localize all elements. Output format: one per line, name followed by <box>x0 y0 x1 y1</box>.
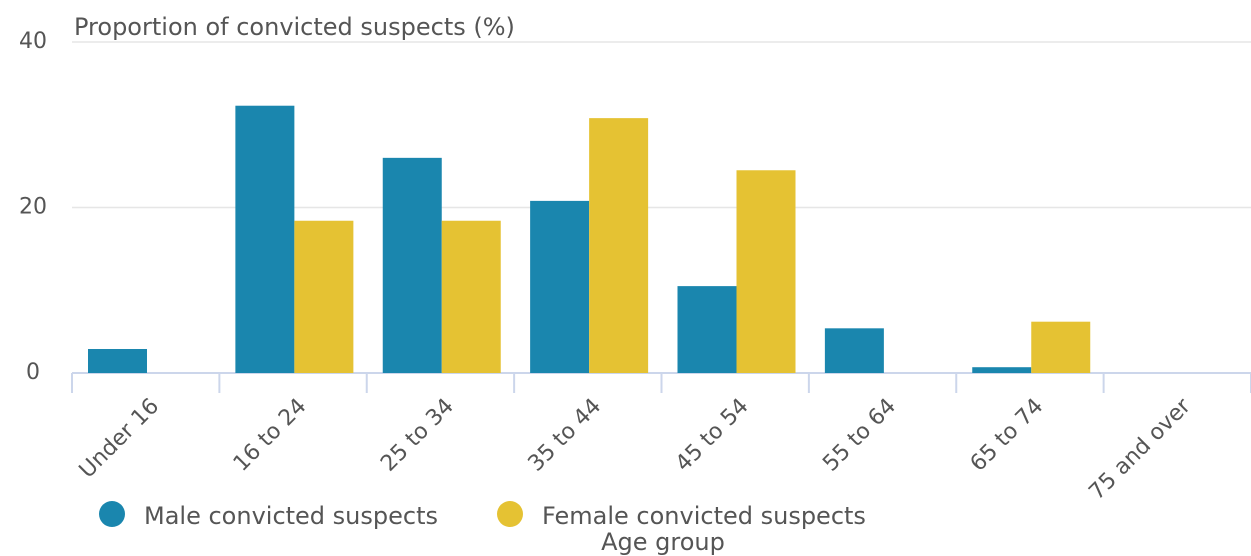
x-tick-label: 75 and over <box>1084 393 1196 505</box>
y-tick-label: 20 <box>19 195 47 220</box>
bar <box>88 349 147 373</box>
x-tick-label: 65 to 74 <box>966 394 1049 477</box>
x-tick-label: 55 to 64 <box>818 394 901 477</box>
bar <box>441 220 501 373</box>
legend-swatch <box>99 501 125 527</box>
x-tick-label: 45 to 54 <box>671 394 754 477</box>
bar <box>1031 321 1091 373</box>
x-tick-label: 25 to 34 <box>376 394 459 477</box>
bar <box>589 118 649 373</box>
x-tick-label: 35 to 44 <box>524 394 607 477</box>
x-axis-title: Age group <box>601 528 725 556</box>
y-axis-title: Proportion of convicted suspects (%) <box>74 13 515 41</box>
bar <box>382 157 442 373</box>
legend-label: Female convicted suspects <box>542 502 866 530</box>
legend-swatch <box>497 501 523 527</box>
y-tick-label: 40 <box>19 29 47 54</box>
bar <box>736 170 796 373</box>
x-tick-label: 16 to 24 <box>229 394 312 477</box>
legend-label: Male convicted suspects <box>144 502 438 530</box>
bar <box>235 105 295 373</box>
bar <box>972 367 1032 373</box>
bar <box>677 286 737 373</box>
y-tick-label: 0 <box>26 360 40 385</box>
bar <box>294 220 354 373</box>
bar <box>824 328 884 373</box>
x-tick-label: Under 16 <box>75 394 165 484</box>
bar <box>530 200 590 373</box>
